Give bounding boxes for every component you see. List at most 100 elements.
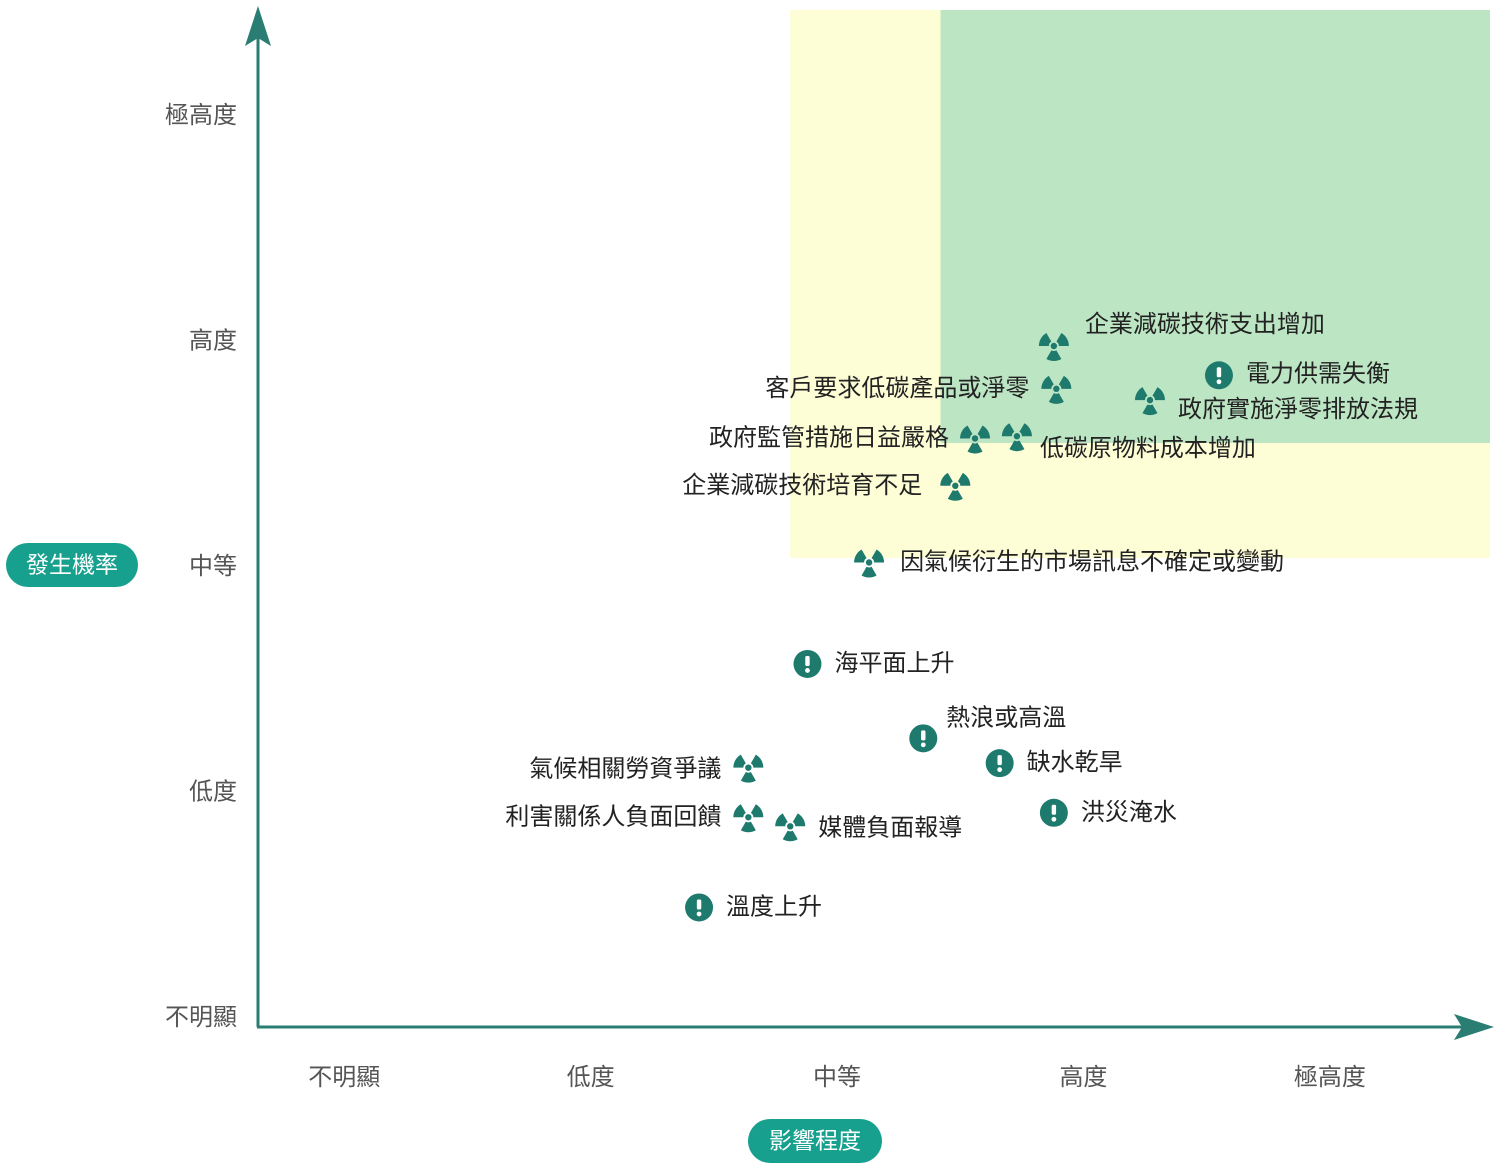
icon-center <box>1050 342 1058 350</box>
risk-label: 客戶要求低碳產品或淨零 <box>765 374 1029 402</box>
icon-blade <box>1142 404 1158 416</box>
icon-blade <box>740 772 756 783</box>
risk-marker <box>1001 423 1032 452</box>
icon-blade <box>1134 387 1148 401</box>
icon-blade <box>977 425 991 439</box>
y-tick-label: 高度 <box>189 326 237 354</box>
icon-blade <box>940 472 953 486</box>
icon-blade <box>1056 333 1069 346</box>
risk-label: 低碳原物料成本增加 <box>1040 434 1256 462</box>
risk-label: 企業減碳技術支出增加 <box>1085 310 1325 338</box>
icon-center <box>787 823 794 830</box>
risk-label: 氣候相關勞資爭議 <box>529 755 721 783</box>
icon-dot <box>920 742 926 748</box>
risk-marker <box>1204 361 1233 390</box>
risk-label: 電力供需失衡 <box>1246 359 1390 387</box>
y-tick-label: 極高度 <box>165 101 237 129</box>
icon-blade <box>733 804 746 818</box>
risk-marker <box>854 549 885 578</box>
risk-label: 缺水乾旱 <box>1027 748 1123 776</box>
icon-blade <box>871 549 885 563</box>
icon-blade <box>1152 387 1165 401</box>
risk-label: 溫度上升 <box>726 892 822 920</box>
x-tick-label: 中等 <box>813 1063 861 1091</box>
icon-dot <box>1216 379 1222 385</box>
risk-marker <box>1041 375 1072 404</box>
icon-blade <box>960 425 973 439</box>
risk-marker <box>793 649 822 678</box>
risk-label: 利害關係人負面回饋 <box>505 802 721 830</box>
risk-label: 企業減碳技術培育不足 <box>682 471 922 499</box>
risk-label: 政府監管措施日益嚴格 <box>709 423 949 451</box>
risk-marker <box>685 893 714 922</box>
y-tick-label: 低度 <box>189 777 237 805</box>
risk-label: 海平面上升 <box>834 649 954 677</box>
risk-marker <box>985 749 1014 778</box>
icon-blade <box>1009 440 1025 452</box>
icon-blade <box>782 830 798 842</box>
icon-center <box>865 559 873 566</box>
risk-marker <box>1134 387 1165 416</box>
risk-label: 洪災淹水 <box>1081 798 1177 826</box>
icon-center <box>952 482 959 490</box>
icon-center <box>1053 385 1060 393</box>
icon-center <box>745 764 752 771</box>
icon-bar <box>997 755 1002 766</box>
icon-dot <box>1051 816 1057 822</box>
icon-center <box>1013 432 1021 440</box>
icon-dot <box>997 767 1003 773</box>
icon-blade <box>1046 350 1062 361</box>
icon-bar <box>1216 367 1222 378</box>
icon-blade <box>967 442 983 454</box>
icon-bar <box>921 730 926 741</box>
icon-bar <box>696 899 702 910</box>
icon-bar <box>805 655 810 666</box>
icon-blade <box>947 490 963 501</box>
x-tick-label: 不明顯 <box>308 1063 380 1091</box>
icon-bar <box>1051 804 1057 815</box>
icon-blade <box>750 754 764 768</box>
risk-marker <box>733 804 764 833</box>
y-axis-arrow <box>245 6 271 46</box>
y-tick-label: 不明顯 <box>165 1003 237 1031</box>
risk-label: 因氣候衍生的市場訊息不確定或變動 <box>900 547 1284 575</box>
risk-marker <box>940 472 971 501</box>
icon-blade <box>740 821 756 833</box>
icon-blade <box>1019 423 1032 437</box>
icon-dot <box>805 668 810 673</box>
risk-label: 媒體負面報導 <box>818 813 962 841</box>
risk-marker <box>909 724 938 753</box>
risk-marker <box>1038 333 1069 361</box>
x-axis-arrow <box>1454 1014 1494 1040</box>
icon-blade <box>1058 375 1072 389</box>
x-tick-label: 極高度 <box>1294 1063 1366 1091</box>
x-tick-label: 高度 <box>1059 1063 1107 1091</box>
icon-blade <box>1038 333 1052 346</box>
risk-marker <box>960 425 991 454</box>
icon-blade <box>750 804 764 818</box>
y-label-pill <box>6 543 138 587</box>
icon-blade <box>1001 423 1015 437</box>
risk-label: 政府實施淨零排放法規 <box>1178 395 1418 423</box>
icon-dot <box>696 911 702 917</box>
risk-label: 熱浪或高溫 <box>946 703 1066 731</box>
x-axis-title: 影響程度 <box>769 1129 861 1155</box>
icon-center <box>1146 396 1154 404</box>
x-tick-label: 低度 <box>567 1063 615 1091</box>
x-label-pill <box>748 1119 882 1163</box>
icon-blade <box>957 472 971 486</box>
y-axis-title: 發生機率 <box>26 553 118 579</box>
icon-center <box>745 814 752 821</box>
icon-blade <box>775 813 788 827</box>
icon-center <box>971 435 979 442</box>
icon-blade <box>1041 375 1054 389</box>
icon-blade <box>792 813 806 827</box>
icon-blade <box>861 566 877 578</box>
risk-marker <box>775 813 806 842</box>
icon-blade <box>1048 393 1064 404</box>
risk-marker <box>1039 798 1068 827</box>
y-tick-label: 中等 <box>189 552 237 580</box>
risk-marker <box>733 754 764 783</box>
